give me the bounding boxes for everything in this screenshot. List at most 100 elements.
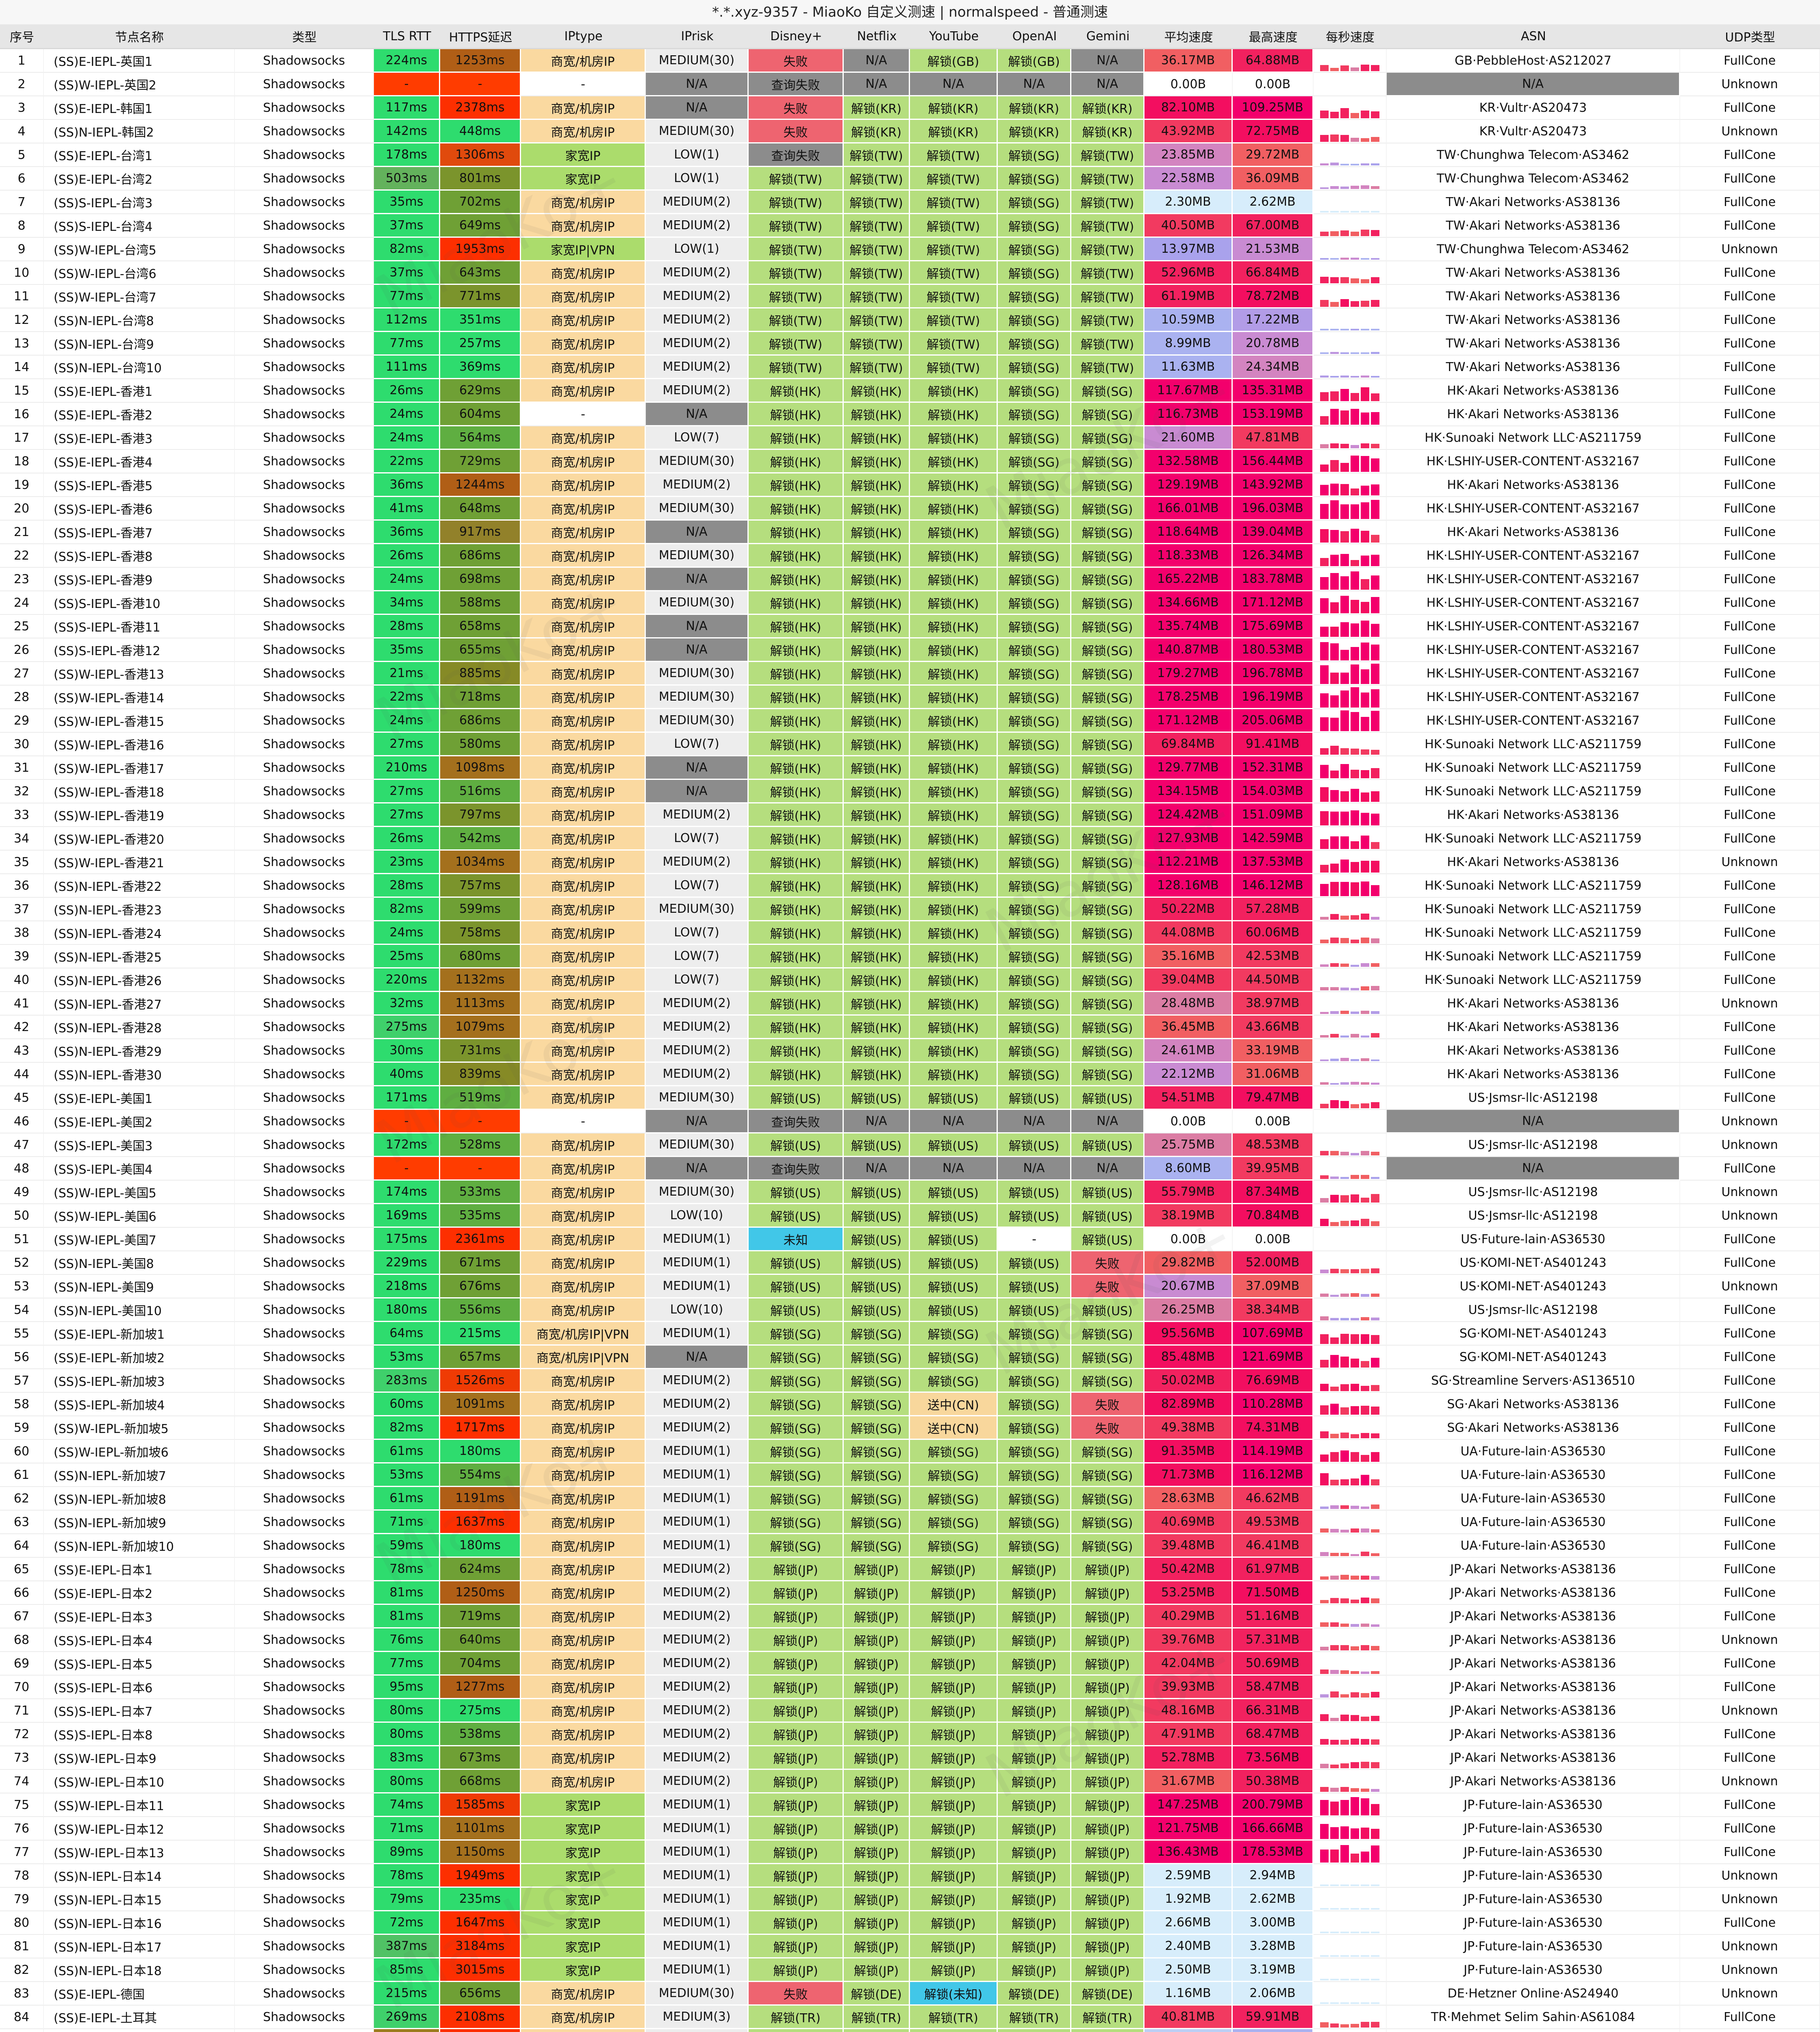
- cell-udp-type: PortRestrictedCone: [1680, 2029, 1820, 2032]
- cell-asn: HK·Akari Networks·AS38136: [1387, 1016, 1680, 1039]
- cell-netflix-status: 解锁(HK): [844, 686, 910, 709]
- cell-ip-risk: MEDIUM(2): [646, 1699, 749, 1723]
- cell-asn: JP·Akari Networks·AS38136: [1387, 1652, 1680, 1676]
- cell-https-latency: 648ms: [440, 497, 521, 521]
- cell-protocol-type: Shadowsocks: [235, 1676, 374, 1699]
- cell-udp-type: FullCone: [1680, 1511, 1820, 1534]
- cell-asn: JP·Future-lain·AS36530: [1387, 1911, 1680, 1935]
- cell-openai-status: 解锁(SG): [998, 662, 1071, 686]
- cell-disney-status: 解锁(HK): [749, 968, 844, 992]
- speed-bars: [1316, 734, 1383, 755]
- cell-openai-status: 解锁(GB): [998, 49, 1071, 73]
- cell-protocol-type: Shadowsocks: [235, 1251, 374, 1275]
- cell-ip-risk: MEDIUM(1): [646, 1864, 749, 1888]
- cell-youtube-status: 解锁(JP): [910, 1958, 998, 1982]
- cell-speed-sparkline: [1314, 191, 1387, 214]
- cell-youtube-status: 解锁(JP): [910, 1605, 998, 1628]
- cell-ip-risk: MEDIUM(1): [646, 1251, 749, 1275]
- cell-protocol-type: Shadowsocks: [235, 332, 374, 356]
- cell-asn: US·Jsmsr-llc·AS12198: [1387, 1298, 1680, 1322]
- cell-node-name: (SS)N-IEPL-台湾10: [44, 356, 235, 379]
- cell-node-name: (SS)E-IEPL-美国1: [44, 1086, 235, 1110]
- cell-udp-type: FullCone: [1680, 1581, 1820, 1605]
- table-row: 54 (SS)N-IEPL-美国10 Shadowsocks 180ms 556ms 商宽…: [0, 1298, 1820, 1322]
- cell-tls-rtt: 80ms: [374, 1723, 440, 1746]
- cell-index: 56: [0, 1346, 44, 1369]
- cell-tls-rtt: 77ms: [374, 1652, 440, 1676]
- cell-youtube-status: 解锁(HK): [910, 568, 998, 591]
- cell-ip-risk: MEDIUM(1): [646, 1793, 749, 1817]
- cell-max-speed: 17.22MB: [1233, 308, 1314, 332]
- cell-max-speed: 46.41MB: [1233, 1534, 1314, 1558]
- cell-youtube-status: 解锁(HK): [910, 1063, 998, 1086]
- cell-netflix-status: 解锁(JP): [844, 1841, 910, 1864]
- cell-https-latency: 2361ms: [440, 1228, 521, 1251]
- cell-max-speed: 3.00MB: [1233, 1911, 1314, 1935]
- cell-netflix-status: 解锁(SG): [844, 1416, 910, 1440]
- cell-node-name: (SS)N-IEPL-日本17: [44, 1935, 235, 1958]
- cell-udp-type: FullCone: [1680, 143, 1820, 167]
- speed-bars: [1316, 262, 1383, 283]
- cell-tls-rtt: 81ms: [374, 1605, 440, 1628]
- speed-bars: [1316, 1653, 1383, 1674]
- cell-youtube-status: 解锁(TW): [910, 143, 998, 167]
- cell-ip-type: 商宽/机房IP: [521, 898, 646, 921]
- cell-https-latency: 351ms: [440, 308, 521, 332]
- cell-speed-sparkline: [1314, 96, 1387, 120]
- cell-tls-rtt: 269ms: [374, 2006, 440, 2029]
- cell-netflix-status: N/A: [844, 73, 910, 96]
- table-row: 5 (SS)E-IEPL-台湾1 Shadowsocks 178ms 1306ms 家宽I…: [0, 143, 1820, 167]
- cell-tls-rtt: 229ms: [374, 1251, 440, 1275]
- cell-netflix-status: 解锁(US): [844, 1228, 910, 1251]
- cell-max-speed: 109.25MB: [1233, 96, 1314, 120]
- cell-asn: GB·PebbleHost·AS212027: [1387, 49, 1680, 73]
- table-row: 14 (SS)N-IEPL-台湾10 Shadowsocks 111ms 369ms 商宽…: [0, 356, 1820, 379]
- cell-netflix-status: 解锁(HK): [844, 591, 910, 615]
- cell-node-name: (SS)W-IEPL-香港17: [44, 756, 235, 780]
- cell-disney-status: 查询失败: [749, 143, 844, 167]
- speed-bars: [1316, 899, 1383, 920]
- cell-https-latency: 580ms: [440, 733, 521, 756]
- table-row: 68 (SS)S-IEPL-日本4 Shadowsocks 76ms 640ms 商宽/机…: [0, 1628, 1820, 1652]
- speed-bars: [1316, 663, 1383, 684]
- cell-speed-sparkline: [1314, 356, 1387, 379]
- cell-ip-type: 商宽/机房IP: [521, 473, 646, 497]
- cell-ip-type: 商宽/机房IP: [521, 2029, 646, 2032]
- cell-index: 73: [0, 1746, 44, 1770]
- cell-avg-speed: 71.73MB: [1145, 1463, 1233, 1487]
- cell-index: 16: [0, 403, 44, 426]
- cell-netflix-status: 解锁(US): [844, 1181, 910, 1204]
- cell-netflix-status: 解锁(HK): [844, 615, 910, 638]
- cell-avg-speed: 69.84MB: [1145, 733, 1233, 756]
- table-row: 10 (SS)W-IEPL-台湾6 Shadowsocks 37ms 643ms 商宽/机…: [0, 261, 1820, 285]
- cell-udp-type: FullCone: [1680, 662, 1820, 686]
- cell-openai-status: 解锁(SG): [998, 1463, 1071, 1487]
- cell-youtube-status: 解锁(TW): [910, 261, 998, 285]
- table-row: 84 (SS)E-IEPL-土耳其 Shadowsocks 269ms 2108ms 商宽…: [0, 2006, 1820, 2029]
- cell-gemini-status: 解锁(SG): [1071, 686, 1145, 709]
- cell-index: 41: [0, 992, 44, 1016]
- cell-speed-sparkline: [1314, 143, 1387, 167]
- cell-netflix-status: 解锁(HK): [844, 1039, 910, 1063]
- cell-disney-status: 解锁(HK): [749, 756, 844, 780]
- cell-max-speed: 36.09MB: [1233, 167, 1314, 191]
- cell-protocol-type: Shadowsocks: [235, 591, 374, 615]
- cell-https-latency: 599ms: [440, 898, 521, 921]
- cell-asn: HK·LSHIY-USER-CONTENT·AS32167: [1387, 591, 1680, 615]
- cell-protocol-type: Shadowsocks: [235, 568, 374, 591]
- cell-ip-type: 商宽/机房IP: [521, 1086, 646, 1110]
- cell-ip-risk: MEDIUM(1): [646, 1487, 749, 1511]
- cell-udp-type: FullCone: [1680, 521, 1820, 544]
- cell-ip-risk: N/A: [646, 756, 749, 780]
- cell-max-speed: 156.44MB: [1233, 450, 1314, 473]
- cell-youtube-status: 解锁(HK): [910, 450, 998, 473]
- cell-speed-sparkline: [1314, 1841, 1387, 1864]
- cell-openai-status: 解锁(SG): [998, 874, 1071, 898]
- cell-tls-rtt: 24ms: [374, 921, 440, 945]
- cell-netflix-status: 解锁(JP): [844, 1793, 910, 1817]
- cell-disney-status: 解锁(HK): [749, 992, 844, 1016]
- cell-speed-sparkline: [1314, 803, 1387, 827]
- cell-netflix-status: 解锁(HK): [844, 874, 910, 898]
- cell-gemini-status: 解锁(JP): [1071, 1958, 1145, 1982]
- cell-protocol-type: Shadowsocks: [235, 2006, 374, 2029]
